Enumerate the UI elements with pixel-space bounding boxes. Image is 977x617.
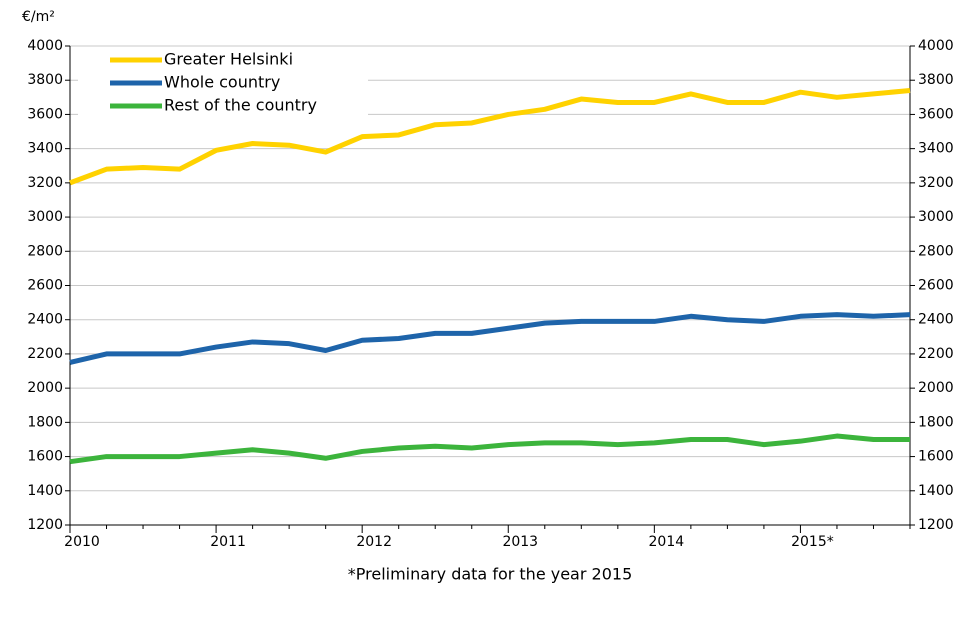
y2-tick-label: 2400 [918, 312, 954, 328]
unit-label: €/m² [22, 9, 55, 25]
y2-tick-label: 1200 [918, 517, 954, 533]
series-line [69, 312, 911, 365]
y2-tick-label: 2200 [918, 346, 954, 362]
legend-label: Greater Helsinki [164, 50, 293, 69]
footnote: *Preliminary data for the year 2015 [348, 565, 633, 584]
y2-tick-label: 1600 [918, 449, 954, 465]
y2-tick-label: 4000 [918, 38, 954, 54]
y-tick-label: 3400 [27, 141, 63, 157]
x-tick-label: 2011 [210, 534, 246, 550]
x-tick-label: 2014 [649, 534, 685, 550]
y2-tick-label: 3400 [918, 141, 954, 157]
x-tick-label: 2015* [791, 534, 834, 550]
legend-label: Whole country [164, 73, 280, 92]
y-tick-label: 3000 [27, 209, 63, 225]
y-tick-label: 3600 [27, 106, 63, 122]
x-tick-label: 2010 [64, 534, 100, 550]
series-line [69, 433, 910, 465]
y2-tick-label: 3800 [918, 72, 954, 88]
y2-tick-label: 1400 [918, 483, 954, 499]
y2-tick-label: 3000 [918, 209, 954, 225]
y-tick-label: 2400 [27, 312, 63, 328]
y-tick-label: 1200 [27, 517, 63, 533]
y-tick-label: 2200 [27, 346, 63, 362]
x-tick-label: 2012 [356, 534, 392, 550]
series-line [69, 87, 911, 186]
y-tick-label: 1800 [27, 414, 63, 430]
y2-tick-label: 2600 [918, 278, 954, 294]
legend-label: Rest of the country [164, 96, 317, 115]
y2-tick-label: 3200 [918, 175, 954, 191]
y-tick-label: 3200 [27, 175, 63, 191]
y2-tick-label: 2800 [918, 243, 954, 259]
y-tick-label: 2800 [27, 243, 63, 259]
y2-tick-label: 2000 [918, 380, 954, 396]
y-tick-label: 2600 [27, 278, 63, 294]
y2-tick-label: 1800 [918, 414, 954, 430]
y-tick-label: 2000 [27, 380, 63, 396]
y-tick-label: 1600 [27, 449, 63, 465]
y-tick-label: 4000 [27, 38, 63, 54]
x-tick-label: 2013 [502, 534, 538, 550]
y-tick-label: 3800 [27, 72, 63, 88]
y2-tick-label: 3600 [918, 106, 954, 122]
y-tick-label: 1400 [27, 483, 63, 499]
